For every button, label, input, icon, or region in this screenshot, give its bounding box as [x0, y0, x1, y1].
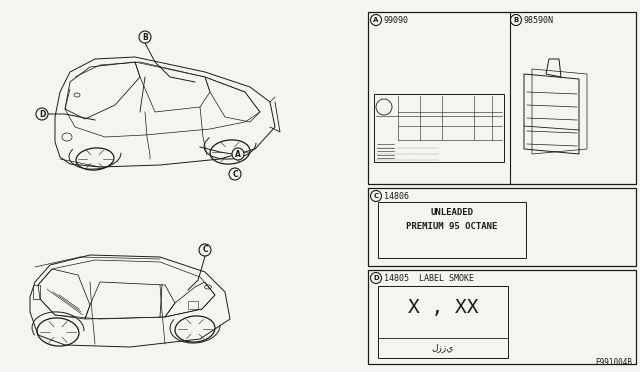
- Bar: [368, 188, 636, 266]
- Circle shape: [36, 108, 48, 120]
- Text: 14806: 14806: [384, 192, 409, 201]
- Text: 99090: 99090: [384, 16, 409, 25]
- Bar: [188, 301, 198, 309]
- Text: B: B: [142, 32, 148, 42]
- Text: UNLEADED: UNLEADED: [431, 208, 474, 217]
- Text: 14805  LABEL SMOKE: 14805 LABEL SMOKE: [384, 274, 474, 283]
- Text: A: A: [373, 17, 379, 23]
- Text: B: B: [513, 17, 518, 23]
- Circle shape: [371, 190, 381, 202]
- Text: X , XX: X , XX: [408, 298, 478, 317]
- Text: E991004B: E991004B: [595, 358, 632, 367]
- Bar: [368, 270, 636, 364]
- Text: C: C: [232, 170, 238, 179]
- Text: 98590N: 98590N: [524, 16, 554, 25]
- Circle shape: [511, 15, 522, 26]
- Text: C: C: [373, 193, 379, 199]
- Bar: [378, 286, 508, 358]
- Circle shape: [139, 31, 151, 43]
- Bar: [33, 285, 40, 299]
- Text: PREMIUM 95 OCTANE: PREMIUM 95 OCTANE: [406, 221, 498, 231]
- Circle shape: [371, 15, 381, 26]
- Text: A: A: [235, 150, 241, 158]
- Bar: [374, 94, 504, 162]
- Text: C: C: [202, 246, 208, 254]
- Circle shape: [371, 273, 381, 283]
- Bar: [368, 12, 636, 184]
- Text: لززي: لززي: [432, 343, 454, 353]
- Circle shape: [199, 244, 211, 256]
- Circle shape: [229, 168, 241, 180]
- Text: D: D: [39, 109, 45, 119]
- Circle shape: [232, 148, 244, 160]
- Bar: [378, 202, 526, 258]
- Text: D: D: [373, 275, 379, 281]
